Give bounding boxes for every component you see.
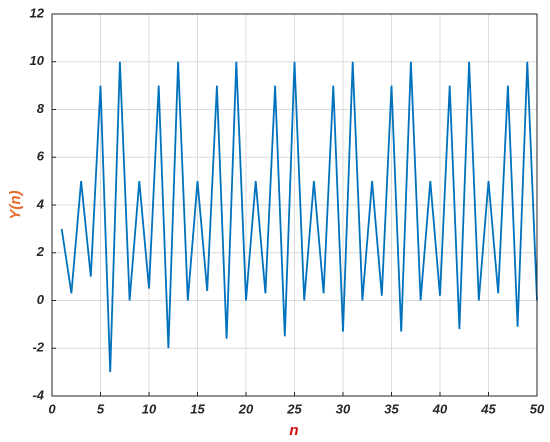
y-axis-label: Y(n) [7, 190, 24, 219]
x-tick-label: 35 [384, 401, 399, 416]
plot-frame [51, 13, 538, 397]
x-tick-label: 40 [432, 401, 448, 416]
x-tick-label: 5 [97, 401, 105, 416]
y-tick-label: 6 [37, 149, 45, 164]
y-tick-label: 10 [30, 53, 45, 68]
y-tick-label: -4 [32, 387, 44, 402]
x-tick-label: 0 [48, 401, 56, 416]
y-tick-label: 8 [37, 101, 45, 116]
x-tick-label: 10 [142, 401, 157, 416]
x-tick-label: 15 [190, 401, 205, 416]
x-axis-label: n [289, 422, 298, 439]
y-tick-label: -2 [32, 340, 44, 355]
y-tick-label: 4 [36, 196, 45, 211]
y-tick-label: 2 [36, 244, 45, 259]
x-tick-label: 20 [238, 401, 254, 416]
x-tick-label: 25 [286, 401, 302, 416]
y-tick-label: 0 [37, 292, 45, 307]
x-tick-label: 30 [336, 401, 351, 416]
data-line [60, 61, 538, 373]
x-tick-label: 45 [480, 401, 496, 416]
y-tick-label: 12 [30, 5, 45, 20]
x-tick-label: 50 [530, 401, 545, 416]
